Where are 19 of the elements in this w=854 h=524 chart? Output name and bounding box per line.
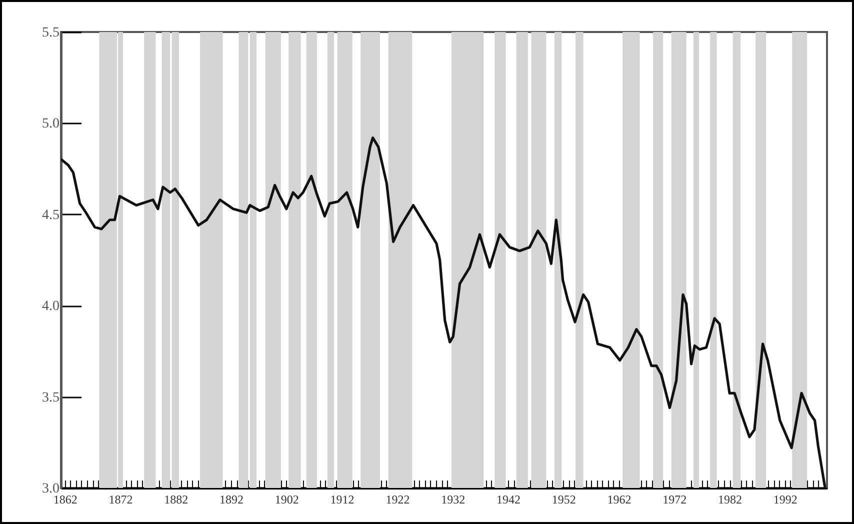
x-tick-label: 1992	[773, 492, 798, 506]
x-tick-label: 1892	[220, 492, 244, 506]
x-tick-label: 1912	[330, 492, 354, 506]
x-tick-label: 1962	[607, 492, 632, 506]
x-tick-label: 1922	[386, 492, 410, 506]
x-tick-label: 1972	[662, 492, 687, 506]
y-tick-label: 5.0	[42, 116, 60, 132]
x-tick-label: 1902	[274, 492, 299, 506]
x-tick-label: 1872	[108, 492, 133, 506]
y-tick-label: 4.0	[42, 299, 60, 314]
x-tick-label: 1952	[552, 492, 576, 506]
x-tick-label: 1932	[441, 492, 466, 506]
line-series	[61, 136, 826, 488]
y-tick-label: 5.5	[42, 26, 60, 40]
y-tick-label: 3.5	[42, 390, 60, 406]
x-tick-label: 1982	[718, 492, 742, 506]
y-tick-label: 4.5	[42, 208, 60, 223]
x-tick-label: 1882	[164, 492, 188, 506]
x-tick-label: 1942	[496, 492, 520, 506]
